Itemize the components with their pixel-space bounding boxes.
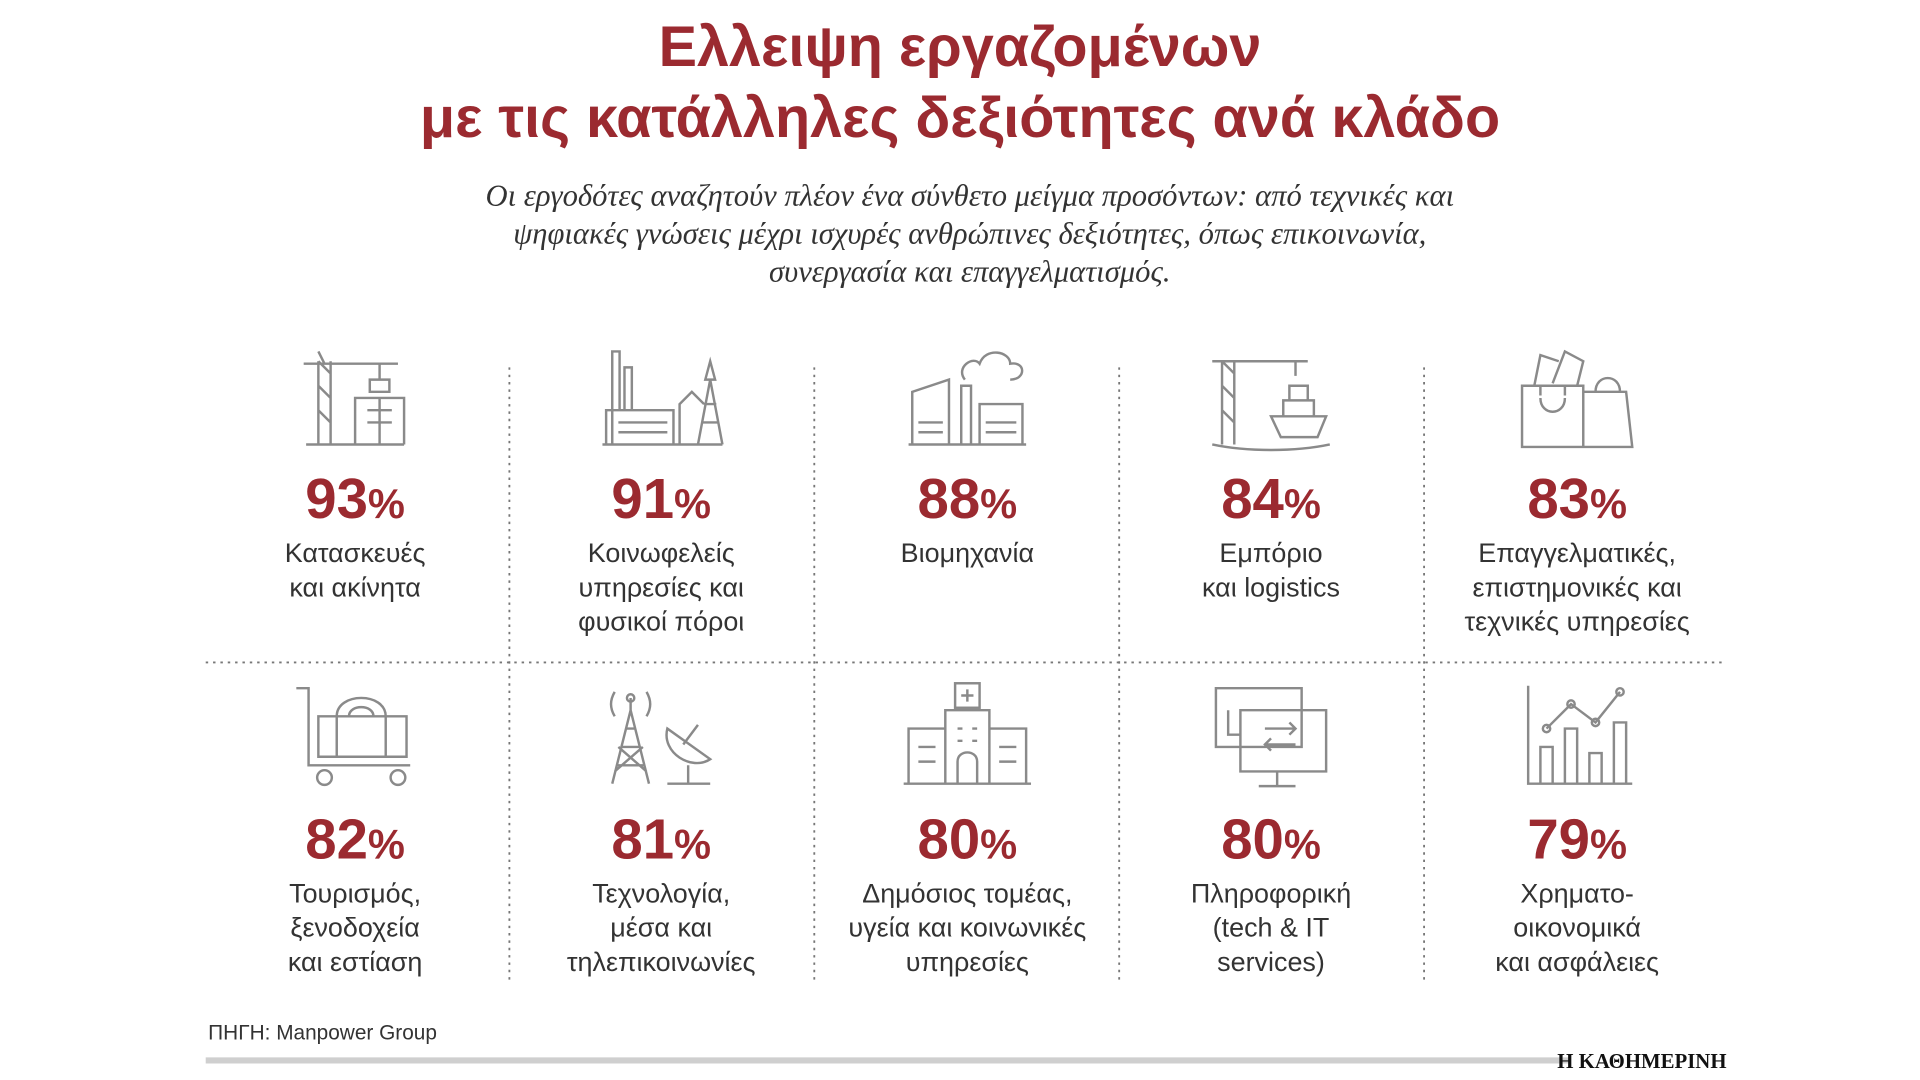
percent-value: 83 bbox=[1527, 467, 1590, 530]
percent-unit: % bbox=[674, 480, 711, 527]
icon-finance bbox=[1526, 685, 1633, 785]
percent-unit: % bbox=[1284, 820, 1321, 867]
sector-cell: 91% Κοινωφελείς υπηρεσίες και φυσικοί πόροι bbox=[578, 467, 744, 637]
sector-label: Επαγγελματικές, bbox=[1478, 538, 1676, 568]
sector-label: τεχνικές υπηρεσίες bbox=[1464, 607, 1689, 637]
percent: 91% bbox=[611, 467, 711, 530]
sector-label: Χρηματο- bbox=[1520, 878, 1634, 908]
sector-label: Εμπόριο bbox=[1219, 538, 1322, 568]
subtitle-line: συνεργασία και επαγγελματισμός. bbox=[769, 255, 1170, 289]
subtitle-line: Οι εργοδότες αναζητούν πλέον ένα σύνθετο… bbox=[486, 179, 1455, 213]
sector-cell: 84% Εμπόριο και logistics bbox=[1202, 467, 1340, 602]
sector-label: και εστίαση bbox=[288, 947, 423, 977]
percent-unit: % bbox=[1590, 820, 1627, 867]
icon-industry bbox=[908, 351, 1027, 446]
percent: 93% bbox=[305, 467, 405, 530]
percent-value: 79 bbox=[1527, 807, 1590, 870]
icon-public bbox=[903, 682, 1032, 785]
percent-value: 81 bbox=[611, 807, 674, 870]
sector-label: Βιομηχανία bbox=[901, 538, 1034, 568]
brand: Η ΚΑΘΗΜΕΡΙΝΗ bbox=[1557, 1049, 1726, 1073]
sector-label: και ακίνητα bbox=[289, 572, 420, 602]
sector-label: Τεχνολογία, bbox=[592, 878, 730, 908]
percent-unit: % bbox=[1284, 480, 1321, 527]
icon-it bbox=[1214, 686, 1328, 788]
icon-trade bbox=[1211, 360, 1331, 452]
percent: 80% bbox=[918, 807, 1018, 870]
sector-cell: 93% Κατασκευές και ακίνητα bbox=[285, 467, 426, 602]
icon-construction bbox=[303, 350, 406, 446]
percent: 84% bbox=[1221, 467, 1321, 530]
percent-unit: % bbox=[674, 820, 711, 867]
sector-label: και logistics bbox=[1202, 572, 1340, 602]
sector-cell: 79% Χρηματο-οικονομικά και ασφάλειες bbox=[1495, 807, 1659, 977]
percent: 83% bbox=[1527, 467, 1627, 530]
percent: 82% bbox=[305, 807, 405, 870]
percent-value: 80 bbox=[1221, 807, 1284, 870]
sector-label: επιστημονικές και bbox=[1472, 572, 1681, 602]
sector-label: Κοινωφελείς bbox=[588, 538, 735, 568]
title-line: με τις κατάλληλες δεξιότητες ανά κλάδο bbox=[420, 86, 1500, 150]
icon-services bbox=[1520, 349, 1634, 449]
sector-label: Πληροφορική bbox=[1191, 878, 1351, 908]
sector-label: ξενοδοχεία bbox=[290, 913, 419, 943]
percent-value: 93 bbox=[305, 467, 368, 530]
sector-label: Δημόσιος τομέας, bbox=[862, 878, 1072, 908]
title-line: Ελλειψη εργαζομένων bbox=[659, 15, 1262, 79]
sector-cell: 80% Πληροφορική (tech & IT services) bbox=[1191, 807, 1351, 977]
sector-label: τηλεπικοινωνίες bbox=[567, 947, 756, 977]
percent-value: 84 bbox=[1221, 467, 1284, 530]
percent-unit: % bbox=[1590, 480, 1627, 527]
percent-value: 82 bbox=[305, 807, 368, 870]
icon-telecom bbox=[609, 691, 713, 785]
sector-cell: 80% Δημόσιος τομέας, υγεία και κοινωνικές υ… bbox=[848, 807, 1086, 977]
percent-unit: % bbox=[980, 820, 1017, 867]
sector-label: (tech & IT bbox=[1213, 913, 1330, 943]
percent: 80% bbox=[1221, 807, 1321, 870]
percent: 88% bbox=[918, 467, 1018, 530]
percent-unit: % bbox=[368, 480, 405, 527]
subtitle-line: ψηφιακές γνώσεις μέχρι ισχυρές ανθρώπινε… bbox=[513, 217, 1426, 251]
percent-value: 80 bbox=[918, 807, 981, 870]
icon-utilities bbox=[602, 350, 724, 446]
icon-tourism bbox=[296, 686, 411, 787]
sector-label: οικονομικά bbox=[1513, 913, 1641, 943]
sector-cell: 82% Τουρισμός, ξενοδοχεία και εστίαση bbox=[288, 807, 423, 977]
percent-value: 88 bbox=[918, 467, 981, 530]
percent-unit: % bbox=[980, 480, 1017, 527]
sector-cell: 88% Βιομηχανία bbox=[901, 467, 1034, 568]
percent: 79% bbox=[1527, 807, 1627, 870]
percent: 81% bbox=[611, 807, 711, 870]
sector-label: και ασφάλειες bbox=[1495, 947, 1659, 977]
percent-unit: % bbox=[368, 820, 405, 867]
sector-label: Τουρισμός, bbox=[289, 878, 421, 908]
sector-label: υγεία και κοινωνικές bbox=[848, 913, 1086, 943]
source: ΠΗΓΗ: Manpower Group bbox=[208, 1022, 437, 1045]
sector-label: Κατασκευές bbox=[285, 538, 426, 568]
percent-value: 91 bbox=[611, 467, 674, 530]
sector-label: υπηρεσίες bbox=[906, 947, 1029, 977]
sector-label: υπηρεσίες και bbox=[579, 572, 744, 602]
sector-label: services) bbox=[1217, 947, 1325, 977]
sector-label: μέσα και bbox=[610, 913, 712, 943]
sector-cell: 83% Επαγγελματικές, επιστημονικές και τεχνι… bbox=[1464, 467, 1689, 637]
sector-cell: 81% Τεχνολογία, μέσα και τηλεπικοινωνίες bbox=[567, 807, 756, 977]
sector-label: φυσικοί πόροι bbox=[578, 607, 744, 637]
